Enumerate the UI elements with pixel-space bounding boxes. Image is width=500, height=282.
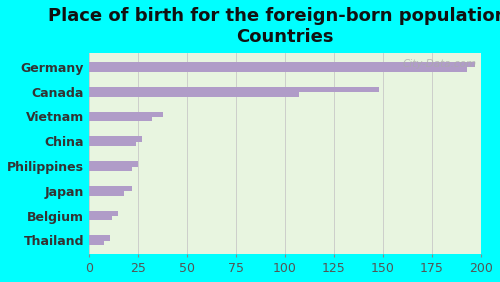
- Bar: [89, 190, 124, 196]
- Bar: [89, 116, 152, 122]
- Bar: [89, 136, 142, 142]
- Bar: [89, 112, 164, 117]
- Bar: [89, 67, 468, 72]
- Bar: [89, 186, 132, 191]
- Bar: [89, 166, 132, 171]
- Bar: [89, 215, 112, 221]
- Bar: [89, 240, 104, 245]
- Bar: [89, 235, 110, 241]
- Bar: [89, 91, 298, 97]
- Bar: [89, 62, 475, 67]
- Bar: [89, 211, 118, 216]
- Bar: [89, 161, 138, 166]
- Bar: [89, 141, 136, 146]
- Bar: [89, 87, 379, 92]
- Title: Place of birth for the foreign-born population -
Countries: Place of birth for the foreign-born popu…: [48, 7, 500, 46]
- Text: City-Data.com: City-Data.com: [402, 59, 477, 69]
